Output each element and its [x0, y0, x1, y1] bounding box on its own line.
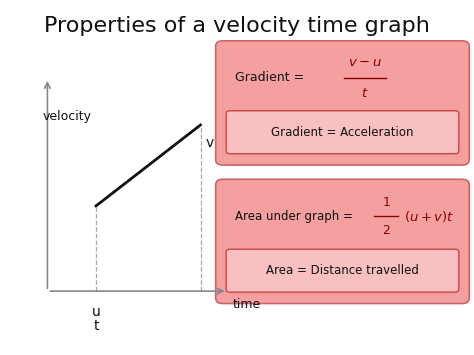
Text: $(u+v)t$: $(u+v)t$	[404, 209, 455, 224]
Text: v: v	[205, 136, 213, 149]
Text: Gradient =: Gradient =	[235, 71, 308, 84]
Text: time: time	[232, 298, 261, 311]
FancyBboxPatch shape	[226, 111, 459, 154]
FancyBboxPatch shape	[226, 249, 459, 292]
Text: u: u	[91, 305, 100, 319]
Text: Properties of a velocity time graph: Properties of a velocity time graph	[44, 16, 430, 36]
Text: Area = Distance travelled: Area = Distance travelled	[266, 264, 419, 277]
Text: Area under graph =: Area under graph =	[235, 210, 356, 223]
Text: $v-u$: $v-u$	[348, 56, 382, 69]
FancyBboxPatch shape	[216, 41, 469, 165]
Text: velocity: velocity	[43, 110, 91, 123]
Text: Gradient = Acceleration: Gradient = Acceleration	[271, 126, 414, 139]
Text: $t$: $t$	[361, 87, 369, 100]
Text: t: t	[93, 320, 99, 333]
Text: $1$: $1$	[382, 196, 391, 209]
Text: $2$: $2$	[382, 224, 391, 237]
FancyBboxPatch shape	[216, 179, 469, 304]
